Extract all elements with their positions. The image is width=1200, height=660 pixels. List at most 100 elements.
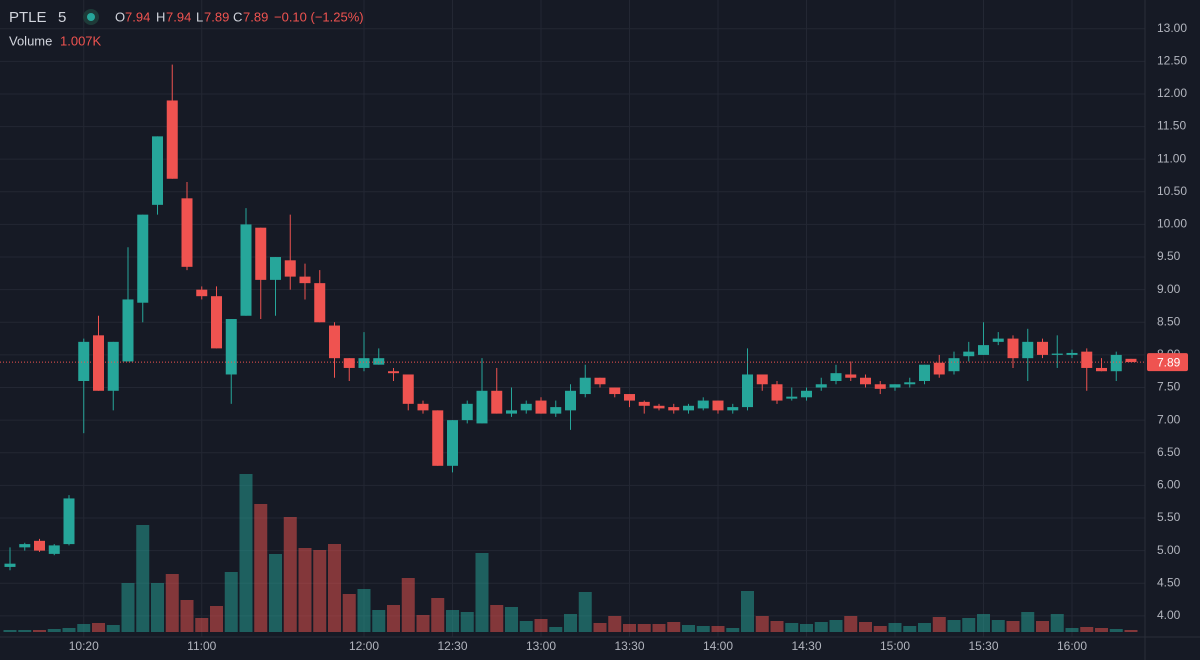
volume-bar [903,626,917,632]
candle-body [535,400,547,414]
candle-body [181,198,193,267]
candle-body [211,296,222,349]
y-tick-label: 4.00 [1157,608,1181,622]
candle-body [786,396,798,399]
volume-bar [121,583,135,632]
x-tick-label: 15:00 [880,639,910,653]
y-tick-label: 9.00 [1157,282,1181,296]
volume-bar [667,622,681,632]
x-tick-label: 16:00 [1057,639,1087,653]
candle-body [402,374,414,404]
volume-bar [313,550,327,632]
volume-bar [829,620,843,632]
candle-body [933,362,945,375]
candle-body [299,276,311,284]
candle-body [4,563,16,567]
volume-bar [269,554,282,632]
volume-bar [416,615,430,632]
candle-body [697,400,709,409]
x-tick-label: 10:20 [69,639,99,653]
volume-bar [47,629,61,632]
candle-body [196,289,208,297]
y-tick-label: 11.00 [1157,151,1186,165]
volume-bar [1109,629,1123,632]
candle-body [78,341,90,381]
volume-bar [1036,621,1049,632]
candle-body [122,299,134,362]
volume-bar [682,625,695,632]
volume-bar [475,553,489,632]
volume-bar [726,628,740,632]
candle-body [270,257,281,280]
y-tick-label: 11.50 [1157,119,1186,133]
volume-bar [578,592,592,632]
candle-body [830,373,842,381]
volume-bar [3,630,17,632]
interval: 5 [58,9,66,26]
y-tick-label: 13.00 [1157,21,1187,35]
candle-body [93,335,104,391]
volume-bar [873,626,887,632]
candle-body [579,377,591,395]
candle-body [845,374,857,378]
candle-body [137,214,149,303]
y-tick-label: 9.50 [1157,249,1181,263]
volume-bar [92,623,105,632]
candle-body [1125,358,1137,363]
status-dot[interactable] [87,13,95,21]
volume-bar [431,598,445,632]
candle-body [166,100,178,179]
y-tick-label: 10.00 [1157,217,1187,231]
candle-body [476,390,488,424]
x-tick-label: 13:30 [614,639,644,653]
volume-bar [210,606,223,632]
volume-bar [328,544,341,632]
y-tick-label: 5.50 [1157,510,1181,524]
volume-bar [947,620,961,632]
volume-bar [1021,612,1035,632]
candle-body [668,407,680,411]
candle-body [1022,341,1034,359]
candle-body [874,384,886,389]
volume-bar [564,614,577,632]
x-tick-label: 14:00 [703,639,733,653]
volume-bar [800,624,813,632]
volume-bar [1095,628,1108,632]
candle-body [48,545,60,554]
candle-body [343,358,355,368]
candle-body [19,544,31,548]
candle-body [904,382,916,385]
y-tick-label: 6.50 [1157,445,1181,459]
volume-label: Volume [9,33,52,48]
volume-bar [608,616,622,632]
y-tick-label: 4.50 [1157,575,1181,589]
candle-body [388,371,399,374]
volume-bar [844,616,858,632]
volume-bar [932,617,946,632]
volume-bar [652,624,666,632]
volume-bar [401,578,415,632]
candle-body [1066,352,1078,355]
volume-bar [460,612,474,632]
header: PTLE 5 O 7.94 H 7.94 L 7.89 C 7.89 −0.10… [9,9,364,48]
volume-bar [136,525,150,632]
volume-bar [549,627,563,632]
volume-bar [77,624,91,632]
volume-bar [446,610,459,632]
candle-body [919,364,930,381]
volume-bar [1080,627,1094,632]
candle-body [948,358,960,372]
candle-body [358,358,370,368]
volume-bar [859,622,872,632]
candle-body [107,341,119,391]
volume-bar [741,591,754,632]
y-tick-label: 12.00 [1157,86,1187,100]
candle-body [34,540,45,551]
candle-body [653,405,665,409]
close-label: C [233,9,242,24]
candle-body [506,410,517,414]
high-label: H [156,9,165,24]
candle-body [1110,354,1122,372]
y-tick-label: 8.50 [1157,314,1181,328]
